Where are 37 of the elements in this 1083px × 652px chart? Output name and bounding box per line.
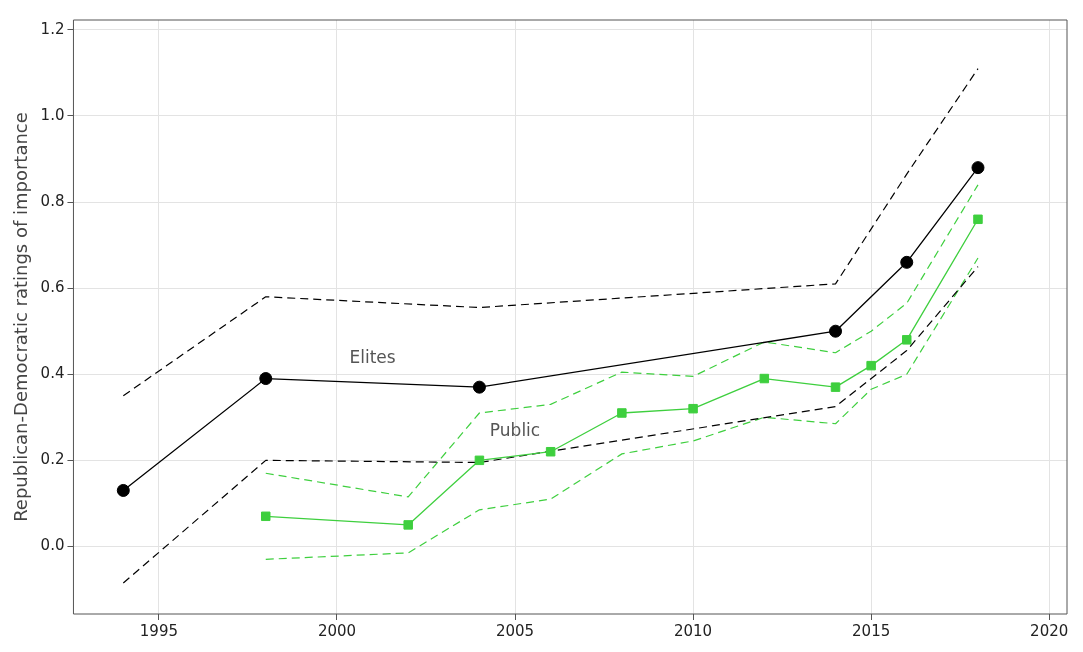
- line-series: [265, 257, 979, 560]
- x-tick-label: 2010: [673, 621, 713, 640]
- x-tick-label: 2005: [495, 621, 535, 640]
- y-tick-label: 1.2: [40, 19, 65, 38]
- point: [866, 360, 876, 371]
- point: [403, 520, 413, 530]
- y-tick-label: 1.0: [40, 105, 65, 124]
- y-tick-label: 0.6: [40, 278, 65, 297]
- point: [472, 380, 486, 394]
- point: [474, 455, 485, 466]
- x-tick-label: 2020: [1030, 621, 1069, 640]
- y-tick-label: 0.2: [40, 450, 65, 469]
- point: [830, 382, 841, 392]
- point: [973, 214, 983, 225]
- series-label: Public: [489, 420, 541, 441]
- x-tick-label: 1995: [139, 621, 179, 640]
- point: [900, 255, 914, 269]
- y-tick-label: 0.8: [40, 191, 65, 210]
- point: [545, 446, 556, 457]
- point: [617, 408, 627, 418]
- point: [902, 335, 912, 345]
- point: [688, 403, 698, 414]
- line-series: [122, 266, 979, 584]
- series-label: Elites: [349, 347, 396, 368]
- y-tick-label: 0.4: [40, 364, 65, 383]
- line-series: [265, 184, 979, 498]
- x-tick-label: 2000: [317, 621, 357, 640]
- x-tick-label: 2015: [852, 621, 891, 640]
- point: [259, 372, 273, 386]
- point: [829, 324, 843, 338]
- y-axis-title: Republican-Democratic ratings of importance: [10, 112, 32, 522]
- point: [261, 511, 271, 522]
- y-tick-label: 0.0: [40, 536, 65, 555]
- point: [759, 373, 770, 384]
- point: [116, 483, 130, 497]
- line-series: [122, 68, 979, 397]
- point: [971, 161, 985, 175]
